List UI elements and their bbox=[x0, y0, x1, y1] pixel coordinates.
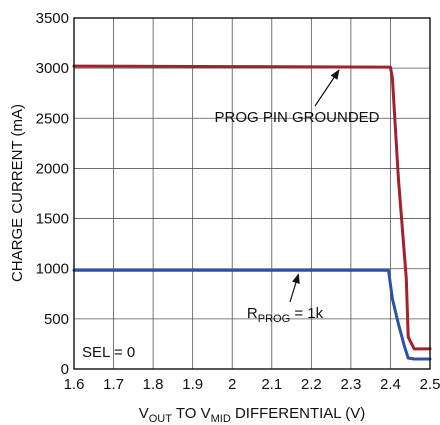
x-tick-label: 2.3 bbox=[340, 376, 361, 393]
rprog-label-value: = 1k bbox=[290, 305, 323, 322]
series-line-2 bbox=[72, 268, 432, 361]
x-axis-title-v: V bbox=[139, 405, 149, 422]
y-tick-label: 0 bbox=[61, 361, 69, 378]
x-axis-title-mid: TO V bbox=[172, 405, 211, 422]
y-tick-label: 3000 bbox=[36, 60, 69, 77]
y-tick-label: 1000 bbox=[36, 261, 69, 278]
rprog-arrow bbox=[289, 273, 300, 303]
x-tick-label: 1.6 bbox=[64, 376, 85, 393]
rprog-label: RPROG = 1k bbox=[247, 305, 324, 325]
series-line-1 bbox=[72, 64, 432, 351]
sel-label: SEL = 0 bbox=[82, 344, 135, 361]
prog-grounded-label: PROG PIN GROUNDED bbox=[214, 109, 379, 126]
x-tick-label: 2.4 bbox=[380, 376, 401, 393]
rprog-label-sub: PROG bbox=[258, 313, 290, 325]
data-series bbox=[72, 64, 432, 361]
y-tick-label: 1500 bbox=[36, 211, 69, 228]
x-tick-label: 2.1 bbox=[261, 376, 282, 393]
rprog-label-r: R bbox=[247, 305, 258, 322]
x-axis-title-sub-mid: MID bbox=[211, 413, 231, 425]
tick-labels: 1.6 1.7 1.8 1.9 2 2.1 2.2 2.3 2.4 2.5 0 500 1000 1500… bbox=[36, 10, 440, 393]
x-axis-title: VOUT TO VMID DIFFERENTIAL (V) bbox=[139, 405, 366, 425]
x-tick-label: 1.9 bbox=[182, 376, 203, 393]
x-tick-label: 1.8 bbox=[143, 376, 164, 393]
prog-grounded-arrow bbox=[314, 69, 340, 107]
plot-frame bbox=[73, 17, 431, 370]
y-tick-label: 500 bbox=[44, 311, 69, 328]
x-axis-title-suffix: DIFFERENTIAL (V) bbox=[231, 405, 365, 422]
y-axis-title: CHARGE CURRENT (mA) bbox=[9, 104, 26, 282]
x-tick-label: 1.7 bbox=[103, 376, 124, 393]
x-tick-label: 2.5 bbox=[420, 376, 440, 393]
x-tick-label: 2.2 bbox=[301, 376, 322, 393]
x-axis-title-sub-out: OUT bbox=[149, 413, 173, 425]
x-tick-label: 2 bbox=[228, 376, 236, 393]
y-tick-label: 2000 bbox=[36, 160, 69, 177]
y-tick-label: 2500 bbox=[36, 110, 69, 127]
y-tick-label: 3500 bbox=[36, 10, 69, 27]
